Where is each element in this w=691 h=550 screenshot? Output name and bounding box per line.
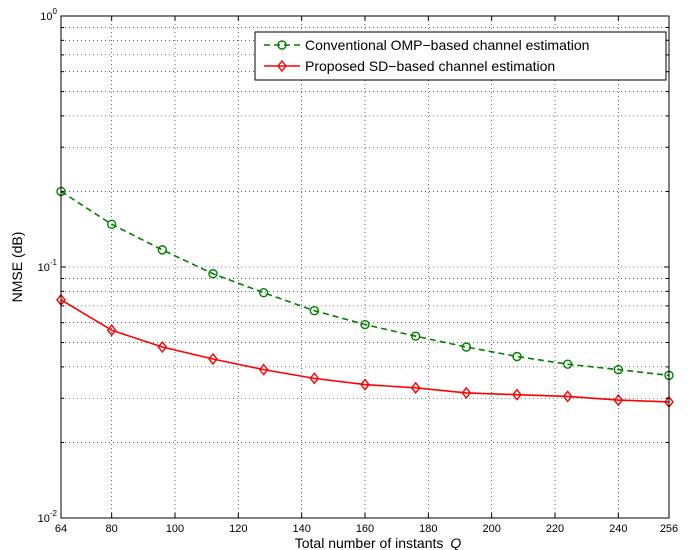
x-axis-label-var: Q [450,535,461,550]
x-tick-label: 100 [166,523,184,535]
y-tick-exponent: -2 [50,509,58,518]
x-tick-label: 160 [356,523,374,535]
x-tick-label: 120 [229,523,247,535]
data-point [208,352,218,366]
x-tick-label: 140 [292,523,310,535]
legend-label-sd: Proposed SD−based channel estimation [305,58,555,74]
data-point [106,219,117,229]
data-point [461,386,472,400]
x-tick-labels: 64 80 100 120 140 160 180 200 220 240 256 [55,523,678,535]
series-line [60,299,670,403]
series-layer [56,186,674,409]
data-point [309,305,320,316]
y-tick-exponent: 0 [53,7,58,16]
legend-box [254,31,667,81]
x-tick-label: 256 [660,523,678,535]
data-point [410,331,421,341]
data-point [157,245,168,255]
x-tick-label: 64 [55,523,67,535]
data-point [157,340,168,354]
data-point [512,388,522,401]
x-tick-label: 240 [609,523,627,535]
series-line [60,190,670,377]
data-point [613,364,624,375]
y-tick-exponent: -1 [50,258,58,267]
data-point [562,390,573,403]
y-tick-label: 100 [40,7,57,23]
data-point [613,393,624,407]
y-tick-base: 10 [38,262,50,274]
legend-marker-omp [277,40,287,50]
data-point [512,351,522,362]
data-point [360,319,370,330]
data-point [208,269,218,279]
x-axis-label-text: Total number of instants [295,535,444,550]
y-tick-base: 10 [38,513,50,525]
y-tick-label: 10-1 [38,258,58,274]
y-tick-label: 10-2 [38,509,58,525]
grid [61,16,669,518]
x-tick-label: 220 [546,523,564,535]
y-axis-label: NMSE (dB) [9,232,25,303]
x-tick-label: 200 [482,523,500,535]
legend-label-omp: Conventional OMP−based channel estimatio… [305,37,589,53]
legend-marker-sd [277,59,287,73]
data-point [309,372,320,385]
series-0 [56,186,674,381]
data-point [410,381,421,394]
data-point [461,342,472,352]
data-point [562,359,573,369]
y-tick-base: 10 [40,11,52,23]
data-point [106,324,117,337]
axis-ticks [60,16,670,519]
x-tick-label: 180 [419,523,437,535]
data-point [258,287,269,298]
x-axis-label: Total number of instants Q [295,535,462,550]
data-point [360,378,370,391]
data-point [258,363,269,376]
series-1 [56,293,674,409]
x-tick-label: 80 [106,523,118,535]
legend: Conventional OMP−based channel estimatio… [254,31,667,81]
